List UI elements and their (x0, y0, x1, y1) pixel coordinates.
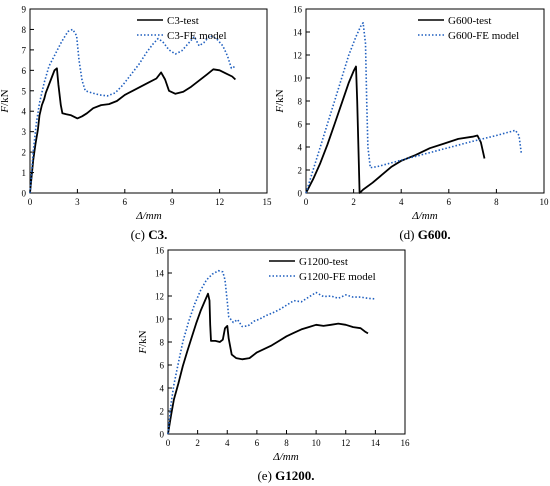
y-axis-label: F/kN (0, 89, 11, 113)
y-tick-label: 9 (22, 5, 27, 15)
y-tick-label: 4 (22, 107, 27, 117)
y-tick-label: 8 (22, 25, 27, 35)
y-tick-label: 16 (293, 5, 303, 15)
x-tick-label: 15 (263, 197, 273, 207)
legend-label-test: C3-test (167, 15, 199, 27)
x-axis-label: Δ/mm (135, 210, 161, 222)
x-tick-label: 14 (371, 438, 381, 448)
y-tick-label: 6 (160, 361, 165, 371)
x-tick-label: 12 (215, 197, 224, 207)
x-tick-group: 0 2 4 6 8 10 12 14 16 (166, 430, 410, 448)
chart-caption: (d) G600. (399, 227, 450, 242)
y-tick-label: 0 (160, 430, 165, 440)
x-axis-label: Δ/mm (272, 451, 298, 463)
chart-panel-e: 0 2 4 6 8 10 12 14 16 0 2 4 6 8 10 12 14 16 G1200-test G… (137, 246, 410, 484)
y-tick-label: 16 (155, 246, 165, 256)
legend-label-fe: C3-FE model (167, 30, 227, 42)
x-tick-label: 8 (284, 438, 289, 448)
x-tick-label: 10 (540, 197, 550, 207)
series-line-fe-model (29, 28, 236, 194)
y-tick-label: 2 (160, 407, 165, 417)
chart-caption: (c) C3. (131, 227, 168, 242)
legend-label-fe: G600-FE model (448, 30, 519, 42)
y-tick-label: 3 (22, 127, 27, 137)
legend: G600-test G600-FE model (418, 15, 519, 42)
y-tick-group: 0 2 4 6 8 10 12 14 16 (293, 5, 310, 199)
x-tick-label: 0 (166, 438, 171, 448)
x-tick-label: 4 (225, 438, 230, 448)
y-tick-group: 0 2 4 6 8 10 12 14 16 (155, 246, 172, 440)
x-tick-group: 0 3 6 9 12 15 (28, 189, 272, 207)
series-line-test (29, 67, 237, 194)
legend-label-test: G1200-test (299, 256, 348, 268)
chart-caption: (e) G1200. (257, 468, 314, 483)
y-tick-label: 12 (293, 51, 302, 61)
y-tick-label: 10 (293, 74, 303, 84)
y-tick-label: 12 (155, 292, 164, 302)
y-tick-label: 10 (155, 315, 165, 325)
series-layer (305, 21, 523, 194)
legend: G1200-test G1200-FE model (269, 256, 376, 283)
x-tick-label: 2 (195, 438, 200, 448)
x-tick-label: 12 (341, 438, 350, 448)
x-tick-label: 6 (123, 197, 128, 207)
y-tick-label: 7 (22, 45, 27, 55)
series-layer (167, 269, 376, 435)
x-tick-label: 8 (494, 197, 499, 207)
y-tick-label: 6 (22, 66, 27, 76)
y-axis-label: F/kN (137, 330, 149, 354)
y-tick-label: 4 (160, 384, 165, 394)
x-axis-label: Δ/mm (411, 210, 437, 222)
x-tick-label: 16 (401, 438, 411, 448)
y-tick-group: 0 1 2 3 4 5 6 7 8 9 (22, 5, 34, 199)
legend-label-test: G600-test (448, 15, 491, 27)
x-tick-label: 6 (447, 197, 452, 207)
y-tick-label: 5 (22, 86, 27, 96)
x-tick-label: 10 (312, 438, 322, 448)
y-tick-label: 14 (155, 269, 165, 279)
chart-panel-d: 0 2 4 6 8 10 12 14 16 0 2 4 6 8 10 G600-test G600-FE … (274, 5, 549, 243)
series-line-test (167, 292, 369, 435)
series-line-test (305, 65, 486, 194)
x-tick-label: 2 (351, 197, 356, 207)
series-line-fe-model (167, 269, 376, 435)
y-tick-label: 14 (293, 28, 303, 38)
series-layer (29, 28, 237, 194)
series-line-fe-model (305, 21, 523, 194)
x-tick-label: 0 (28, 197, 33, 207)
plot-frame (29, 8, 268, 194)
y-tick-label: 4 (298, 143, 303, 153)
legend-label-fe: G1200-FE model (299, 271, 376, 283)
x-tick-label: 3 (75, 197, 80, 207)
y-axis-label: F/kN (274, 89, 286, 113)
x-tick-group: 0 2 4 6 8 10 (304, 189, 549, 207)
y-tick-label: 0 (298, 189, 303, 199)
y-tick-label: 8 (160, 338, 165, 348)
y-tick-label: 1 (22, 168, 27, 178)
x-tick-label: 6 (255, 438, 260, 448)
x-tick-label: 0 (304, 197, 309, 207)
legend: C3-test C3-FE model (137, 15, 227, 42)
y-tick-label: 2 (298, 166, 303, 176)
x-tick-label: 4 (399, 197, 404, 207)
y-tick-label: 2 (22, 148, 27, 158)
y-tick-label: 0 (22, 189, 27, 199)
y-tick-label: 8 (298, 97, 303, 107)
x-tick-label: 9 (170, 197, 175, 207)
y-tick-label: 6 (298, 120, 303, 130)
